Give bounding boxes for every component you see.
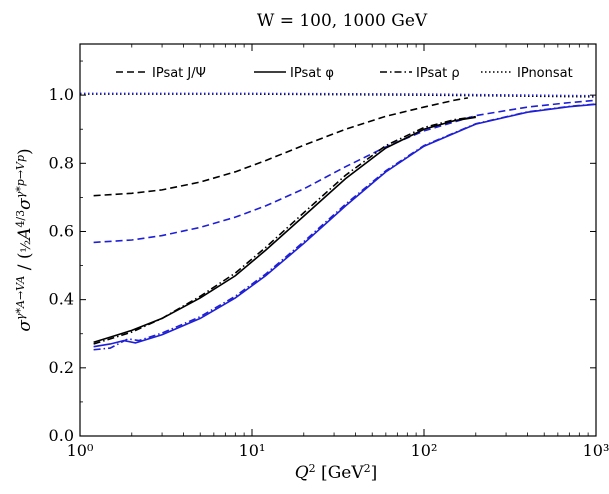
x-tick-label: 10² <box>411 441 438 460</box>
legend-label: IPsat φ <box>290 66 334 81</box>
series-line-dashdot-w100-3 <box>93 115 476 345</box>
series-line-dotted-w100-6 <box>80 93 597 98</box>
x-tick-label: 10¹ <box>239 441 266 460</box>
series-line-solid-w100-2 <box>93 116 476 344</box>
legend-label: IPsat ρ <box>416 66 460 81</box>
legend-label: IPsat J/Ψ <box>152 66 206 81</box>
x-axis-title: Q2 [GeV2] <box>295 462 378 484</box>
legend: IPsat J/Ψ IPsat φ IPsat ρ IPnonsat <box>116 66 573 81</box>
y-tick-label: 0.0 <box>49 426 74 445</box>
series-line-dashed-w100-0 <box>93 97 469 197</box>
series-line-dashdot-w1000-5 <box>93 103 597 351</box>
y-tick-label: 0.4 <box>49 290 74 309</box>
chart-title: W = 100, 1000 GeV <box>257 11 428 31</box>
y-tick-label: 0.8 <box>49 153 74 172</box>
plot-area <box>80 92 597 351</box>
y-tick-label: 1.0 <box>49 85 74 104</box>
series-line-solid-w1000-4 <box>93 103 597 348</box>
x-axis: 10⁰ 10¹ 10² 10³ <box>67 44 609 460</box>
y-tick-label: 0.2 <box>49 358 74 377</box>
legend-label: IPnonsat <box>517 66 573 81</box>
x-tick-label: 10⁰ <box>67 441 94 460</box>
y-tick-label: 0.6 <box>49 221 74 240</box>
series-line-dashed-w1000-1 <box>93 99 597 244</box>
y-axis: 0.0 0.2 0.4 0.6 0.8 1.0 <box>49 60 596 445</box>
x-tick-label: 10³ <box>583 441 609 460</box>
plot-frame <box>79 43 597 437</box>
y-axis-title: σγ*A→VA / (½A4/3σγ*p→Vp) <box>14 148 36 331</box>
